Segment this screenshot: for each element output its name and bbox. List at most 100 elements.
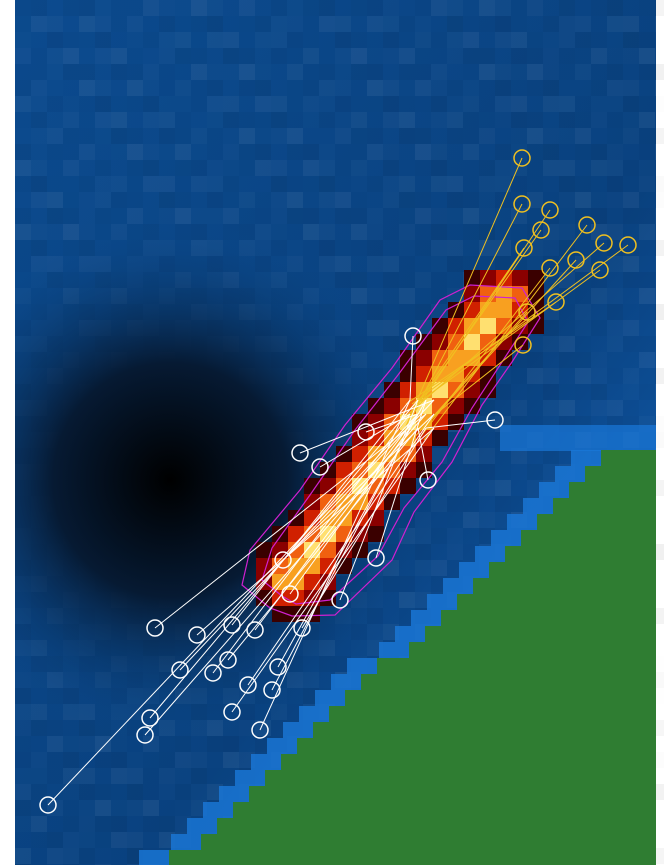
heat-pixel bbox=[448, 334, 464, 350]
pixel bbox=[655, 352, 664, 368]
heat-pixel bbox=[304, 574, 320, 590]
pixel bbox=[655, 656, 664, 672]
pixel bbox=[655, 32, 664, 48]
track-line bbox=[417, 229, 542, 405]
heat-pixel bbox=[368, 414, 384, 430]
edge-glow bbox=[427, 594, 463, 610]
heat-pixel bbox=[288, 526, 304, 542]
heat-pixel bbox=[448, 398, 464, 414]
pixel bbox=[655, 400, 664, 416]
land bbox=[217, 818, 656, 834]
track-line bbox=[399, 269, 601, 417]
edge-glow bbox=[443, 578, 479, 594]
heat-pixel bbox=[416, 462, 432, 478]
track-end bbox=[246, 621, 264, 639]
track-end bbox=[595, 234, 613, 252]
pixel bbox=[655, 448, 664, 464]
pixel bbox=[655, 0, 664, 16]
track-line bbox=[411, 209, 551, 417]
pixel bbox=[655, 208, 664, 224]
pixel bbox=[655, 768, 664, 784]
edge-glow bbox=[283, 722, 319, 738]
pixel bbox=[655, 96, 664, 112]
heat-pixel bbox=[432, 430, 448, 446]
heat-pixel bbox=[336, 526, 352, 542]
track-end bbox=[367, 549, 385, 567]
land bbox=[457, 594, 656, 610]
edge-glow bbox=[507, 514, 543, 530]
land bbox=[521, 530, 656, 546]
pixel bbox=[655, 320, 664, 336]
edge-glow bbox=[555, 466, 591, 482]
pixel bbox=[655, 576, 664, 592]
heat-pixel bbox=[432, 318, 448, 334]
track-end bbox=[404, 327, 422, 345]
track-end bbox=[141, 709, 159, 727]
land bbox=[361, 674, 656, 690]
heat-pixel bbox=[464, 302, 480, 318]
track-end bbox=[136, 726, 154, 744]
heat-pixel bbox=[304, 478, 320, 494]
track-end bbox=[567, 251, 585, 269]
pixel bbox=[655, 368, 664, 384]
edge-glow bbox=[315, 690, 351, 706]
heat-pixel bbox=[480, 270, 496, 286]
track-line bbox=[149, 399, 419, 719]
land bbox=[297, 738, 656, 754]
land bbox=[601, 450, 656, 466]
pixel bbox=[655, 16, 664, 32]
track-line bbox=[423, 259, 577, 429]
tracks bbox=[39, 149, 637, 814]
heat-pixel bbox=[352, 510, 368, 526]
pixel bbox=[655, 480, 664, 496]
heat-pixel bbox=[352, 446, 368, 462]
land bbox=[409, 642, 656, 658]
edge-glow bbox=[235, 770, 271, 786]
heat-pixel bbox=[480, 382, 496, 398]
land bbox=[281, 754, 656, 770]
land bbox=[441, 610, 656, 626]
track-line bbox=[339, 399, 419, 601]
pixel bbox=[655, 240, 664, 256]
track-line bbox=[196, 427, 435, 636]
pixel bbox=[655, 112, 664, 128]
track-line bbox=[259, 399, 411, 731]
track-line bbox=[154, 413, 427, 629]
heat-pixel bbox=[320, 478, 336, 494]
heat-pixel bbox=[496, 286, 512, 302]
land bbox=[329, 706, 656, 722]
track-end bbox=[274, 551, 292, 569]
pixel bbox=[655, 256, 664, 272]
pixel bbox=[655, 496, 664, 512]
pixel bbox=[655, 80, 664, 96]
track-end bbox=[239, 676, 257, 694]
heat-pixel bbox=[416, 446, 432, 462]
heat-pixel bbox=[512, 270, 528, 286]
contour bbox=[241, 284, 541, 617]
track-line bbox=[425, 419, 496, 429]
pixel bbox=[655, 464, 664, 480]
land bbox=[345, 690, 656, 706]
pixel bbox=[655, 48, 664, 64]
track-line bbox=[247, 413, 435, 686]
track-line bbox=[282, 413, 435, 561]
track-end bbox=[547, 293, 565, 311]
pixel bbox=[655, 416, 664, 432]
track-end bbox=[269, 658, 287, 676]
heat-pixel bbox=[512, 286, 528, 302]
pixel bbox=[655, 288, 664, 304]
track-end bbox=[514, 336, 532, 354]
edge-glow bbox=[411, 610, 447, 626]
land bbox=[249, 786, 656, 802]
pixel bbox=[655, 720, 664, 736]
pixel bbox=[655, 560, 664, 576]
heat-pixel bbox=[400, 366, 416, 382]
track-line bbox=[179, 399, 435, 671]
edge-glow bbox=[219, 786, 255, 802]
edge-glow bbox=[139, 850, 175, 865]
heat-pixel bbox=[368, 526, 384, 542]
edge-glow bbox=[299, 706, 335, 722]
heat-pixel bbox=[384, 382, 400, 398]
heat-pixel bbox=[400, 478, 416, 494]
